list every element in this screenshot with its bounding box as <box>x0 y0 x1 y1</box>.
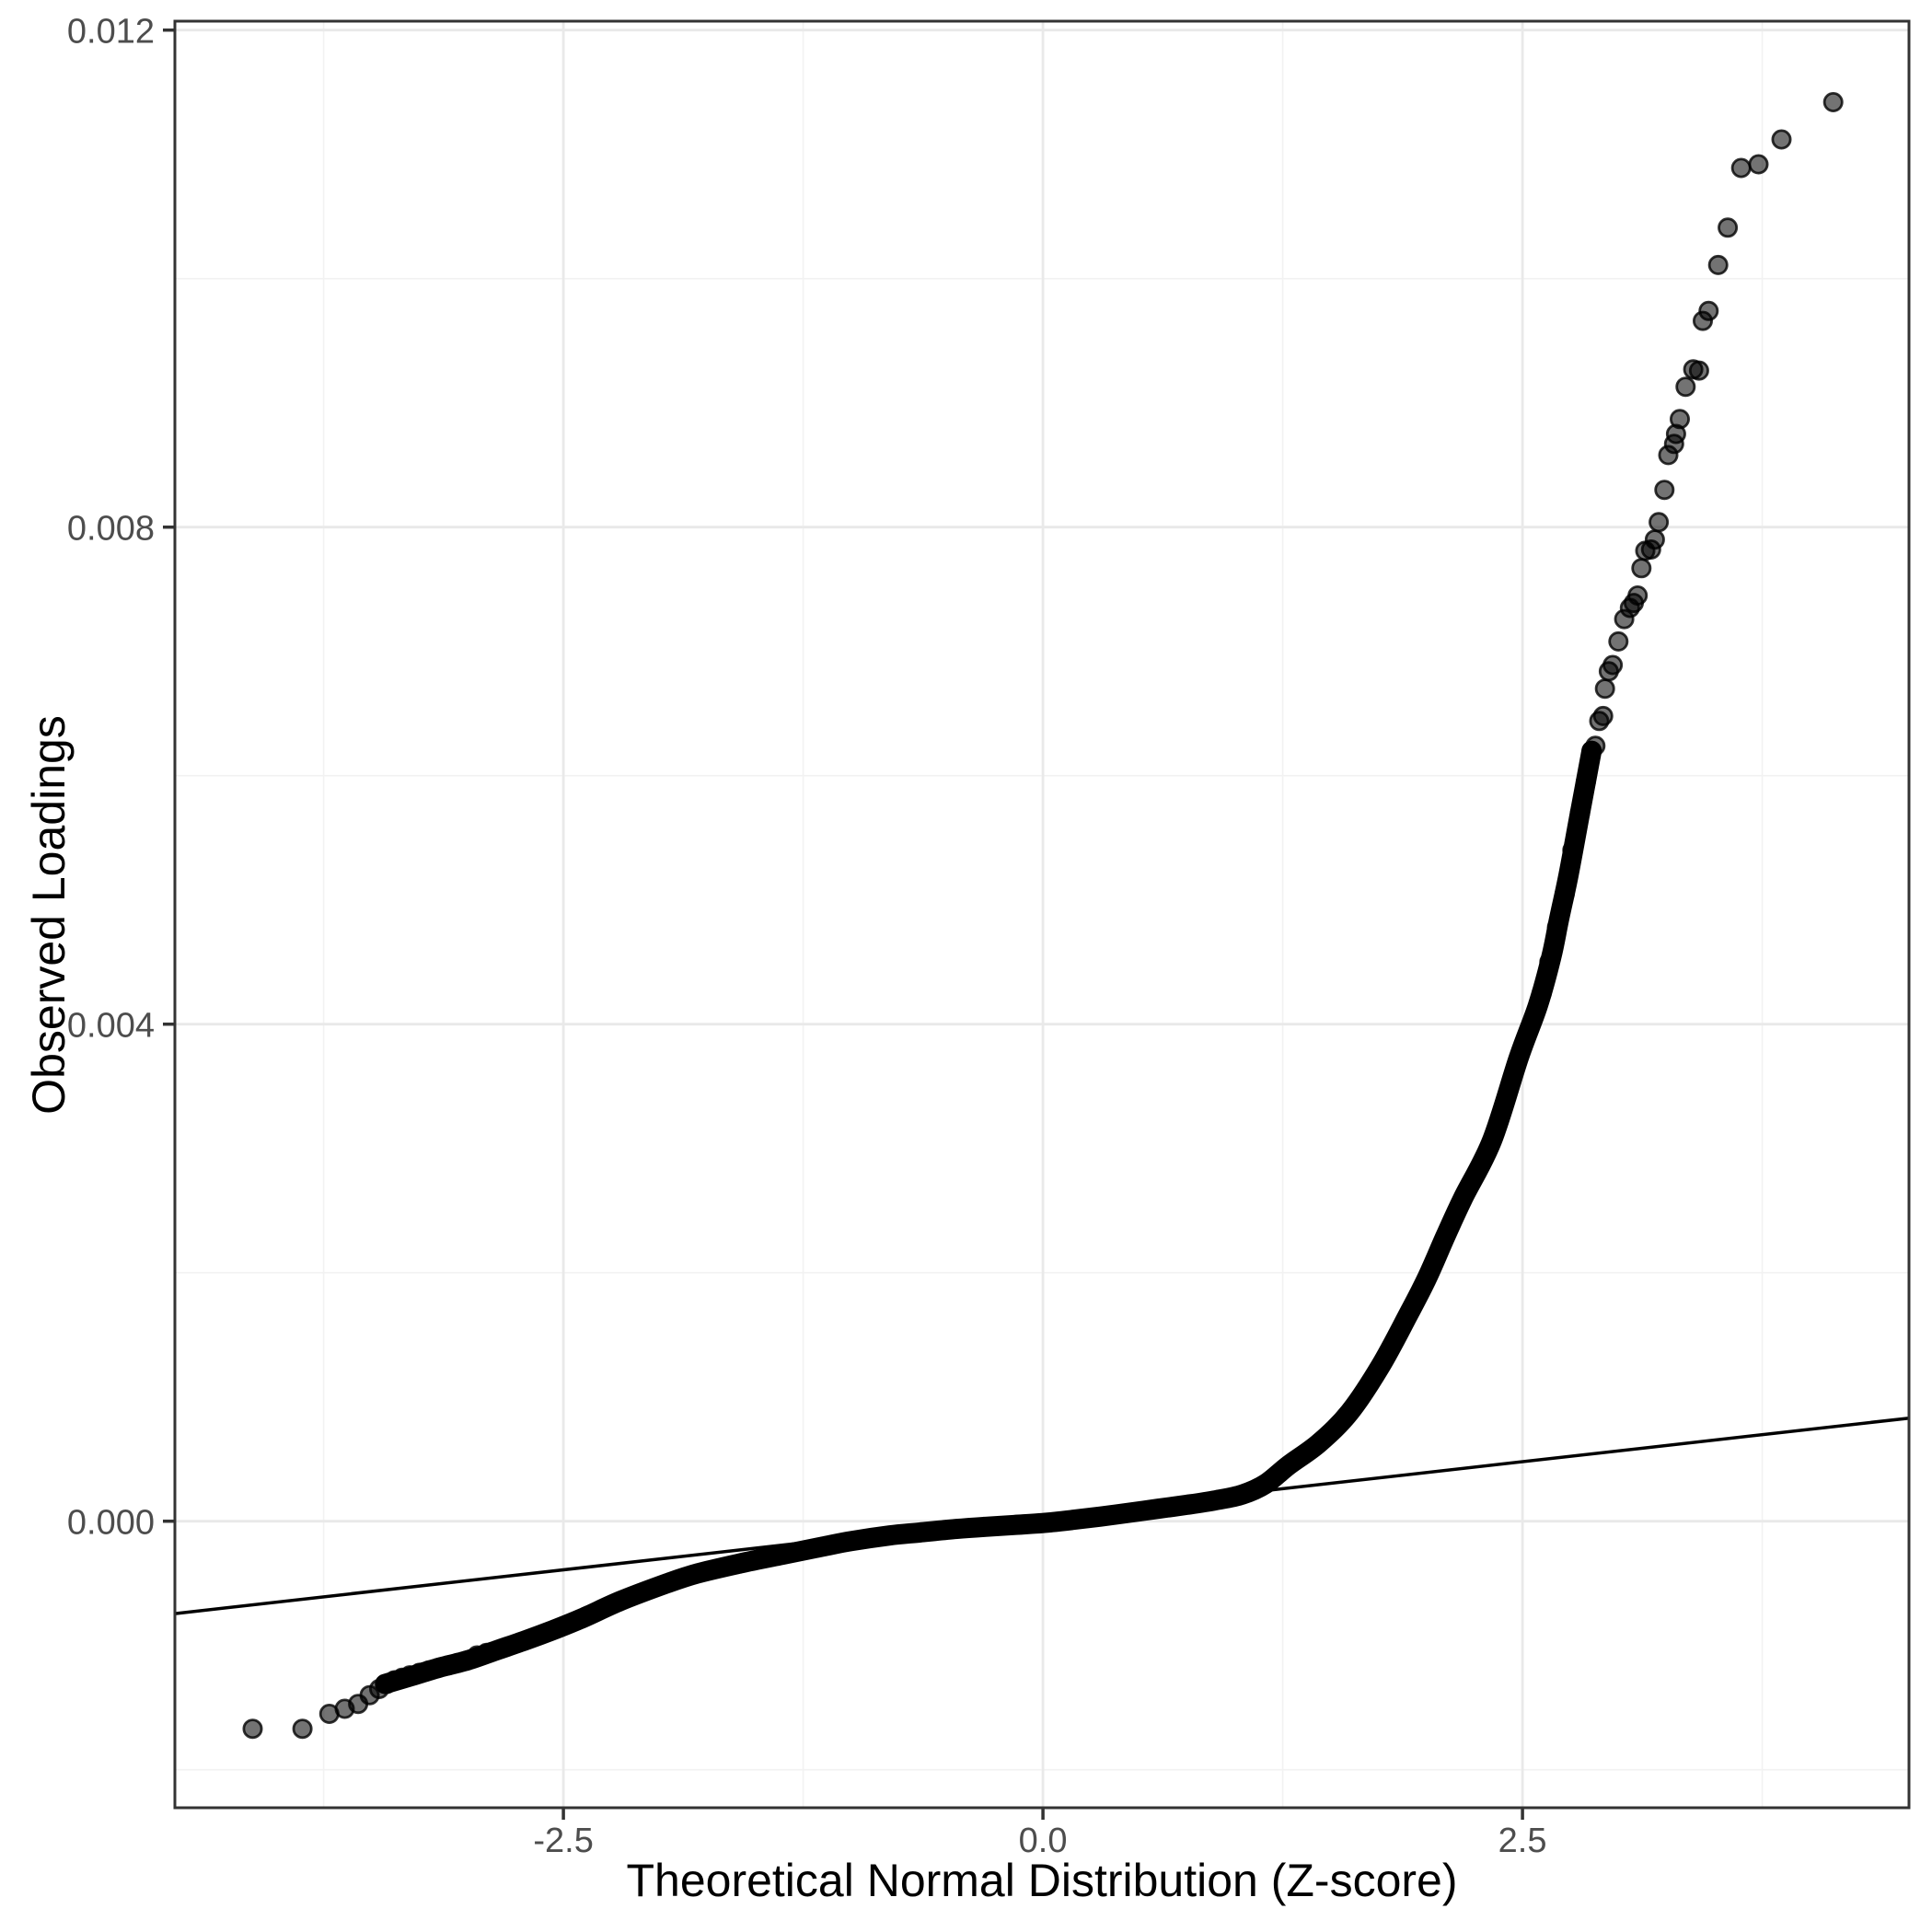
upper-tail-point <box>1594 678 1615 700</box>
y-axis-title: Observed Loadings <box>23 715 75 1115</box>
upper-tail-point <box>1602 654 1624 676</box>
y-tick-label: 0.008 <box>67 510 155 549</box>
upper-tail-point <box>1555 884 1576 905</box>
y-tick-label: 0.000 <box>67 1504 155 1543</box>
upper-tail-point <box>1649 512 1670 533</box>
x-tick-label: 2.5 <box>1498 1822 1547 1860</box>
upper-tail-point <box>1771 129 1792 150</box>
upper-tail-point <box>1822 92 1844 113</box>
upper-tail-point <box>1730 157 1752 179</box>
upper-tail-point <box>1631 558 1652 579</box>
upper-tail-point <box>1592 705 1614 726</box>
lower-tail-point <box>242 1718 263 1740</box>
upper-tail-point <box>1675 376 1696 398</box>
lower-tail-point <box>292 1718 313 1740</box>
lower-tail-point <box>476 1642 497 1663</box>
x-tick-label: 0.0 <box>1019 1822 1068 1860</box>
y-tick-label: 0.012 <box>67 13 155 52</box>
upper-tail-point <box>1748 154 1769 175</box>
upper-tail-point <box>1688 360 1709 381</box>
grid-major <box>175 21 1909 1808</box>
upper-tail-point <box>1569 803 1591 824</box>
upper-tail-point <box>1627 585 1649 607</box>
upper-tail-point <box>1575 771 1596 792</box>
x-tick-label: -2.5 <box>533 1822 593 1860</box>
upper-tail-point <box>1707 254 1729 275</box>
tail-points <box>242 92 1844 1740</box>
upper-tail-point <box>1532 983 1553 1004</box>
dense-point-chain <box>375 740 1602 1695</box>
upper-tail-point <box>1546 917 1568 938</box>
upper-tail-point <box>1608 631 1629 652</box>
tick-labels: 0.000 0.004 0.008 0.012 -2.5 0.0 2.5 <box>67 13 1547 1860</box>
x-axis-title: Theoretical Normal Distribution (Z-score… <box>626 1855 1458 1906</box>
upper-tail-point <box>1585 735 1606 757</box>
upper-tail-point <box>1698 300 1719 321</box>
upper-tail-point <box>1539 952 1560 973</box>
axis-ticks <box>163 28 1524 1820</box>
upper-tail-point <box>1654 480 1675 501</box>
upper-tail-point <box>1562 839 1583 861</box>
upper-tail-point <box>1670 409 1691 430</box>
upper-tail-point <box>1644 529 1665 550</box>
upper-tail-point <box>1718 217 1739 238</box>
y-tick-label: 0.004 <box>67 1007 155 1046</box>
